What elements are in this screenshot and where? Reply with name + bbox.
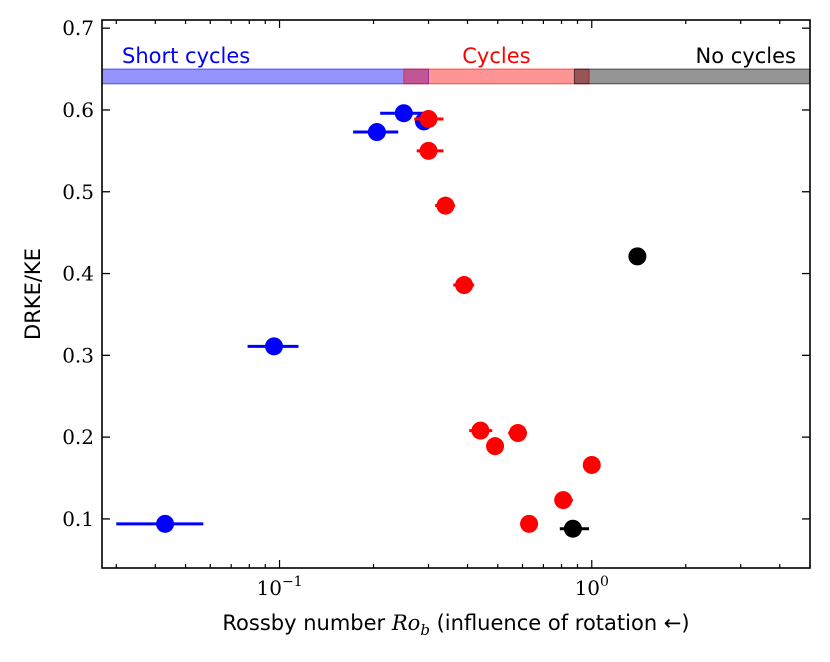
point-marker xyxy=(419,141,438,160)
axes-ticks xyxy=(102,20,811,568)
y-tick-label: 0.6 xyxy=(62,98,94,122)
x-tick-label: 100 xyxy=(575,574,609,600)
x-tick-exponent: 0 xyxy=(600,574,609,590)
regime-band-1 xyxy=(403,68,590,85)
x-label-after: (influence of rotation ←) xyxy=(430,611,690,635)
x-label-sub: b xyxy=(420,621,430,639)
point-marker xyxy=(582,455,601,474)
regime-label-0: Short cycles xyxy=(122,44,250,68)
x-tick-exponent: −1 xyxy=(282,574,303,590)
point-marker xyxy=(471,421,490,440)
point-marker xyxy=(508,424,527,443)
x-tick-label: 10−1 xyxy=(256,574,302,600)
axis-labels: 0.10.20.30.40.50.60.710−1 100DRKE/KERossb… xyxy=(21,16,690,639)
x-label-ro: Ro xyxy=(391,611,420,635)
point-marker xyxy=(520,514,539,533)
point-marker xyxy=(367,123,386,142)
data-point xyxy=(247,337,299,356)
data-point xyxy=(469,421,493,440)
point-marker xyxy=(265,337,284,356)
y-axis-label: DRKE/KE xyxy=(21,248,45,340)
data-point xyxy=(508,424,527,443)
data-point xyxy=(554,491,573,510)
y-tick-label: 0.2 xyxy=(62,425,94,449)
regime-band-0 xyxy=(101,68,430,85)
data-point xyxy=(486,437,505,456)
point-marker xyxy=(436,196,455,215)
data-point xyxy=(435,196,456,215)
point-marker xyxy=(554,491,573,510)
point-marker xyxy=(394,104,413,123)
y-tick-label: 0.3 xyxy=(62,343,94,367)
point-marker xyxy=(628,247,647,266)
regime-bands: Short cycles Cycles No cycles xyxy=(101,44,811,85)
y-tick-label: 0.7 xyxy=(62,16,94,40)
x-axis-label: Rossby number Rob (influence of rotation… xyxy=(222,611,689,639)
regime-label-2: No cycles xyxy=(696,44,796,68)
point-marker xyxy=(563,519,582,538)
data-point xyxy=(628,247,647,266)
point-marker xyxy=(486,437,505,456)
data-point xyxy=(116,514,204,533)
regime-label-1: Cycles xyxy=(462,44,530,68)
y-tick-label: 0.4 xyxy=(62,262,94,286)
data-point xyxy=(559,519,590,538)
data-point xyxy=(353,123,399,142)
point-marker xyxy=(455,276,474,295)
data-point xyxy=(582,455,601,474)
y-tick-label: 0.5 xyxy=(62,180,94,204)
data-point xyxy=(414,109,444,128)
regime-band-2 xyxy=(573,68,811,85)
data-point xyxy=(416,141,444,160)
x-label-before: Rossby number xyxy=(222,611,391,635)
plot-frame xyxy=(101,19,811,569)
y-tick-label: 0.1 xyxy=(62,507,94,531)
data-points xyxy=(116,104,647,538)
point-marker xyxy=(156,514,175,533)
x-tick-base: 10 xyxy=(256,576,281,600)
x-tick-base: 10 xyxy=(575,576,600,600)
data-point xyxy=(520,514,539,533)
point-marker xyxy=(419,109,438,128)
data-point xyxy=(453,276,475,295)
